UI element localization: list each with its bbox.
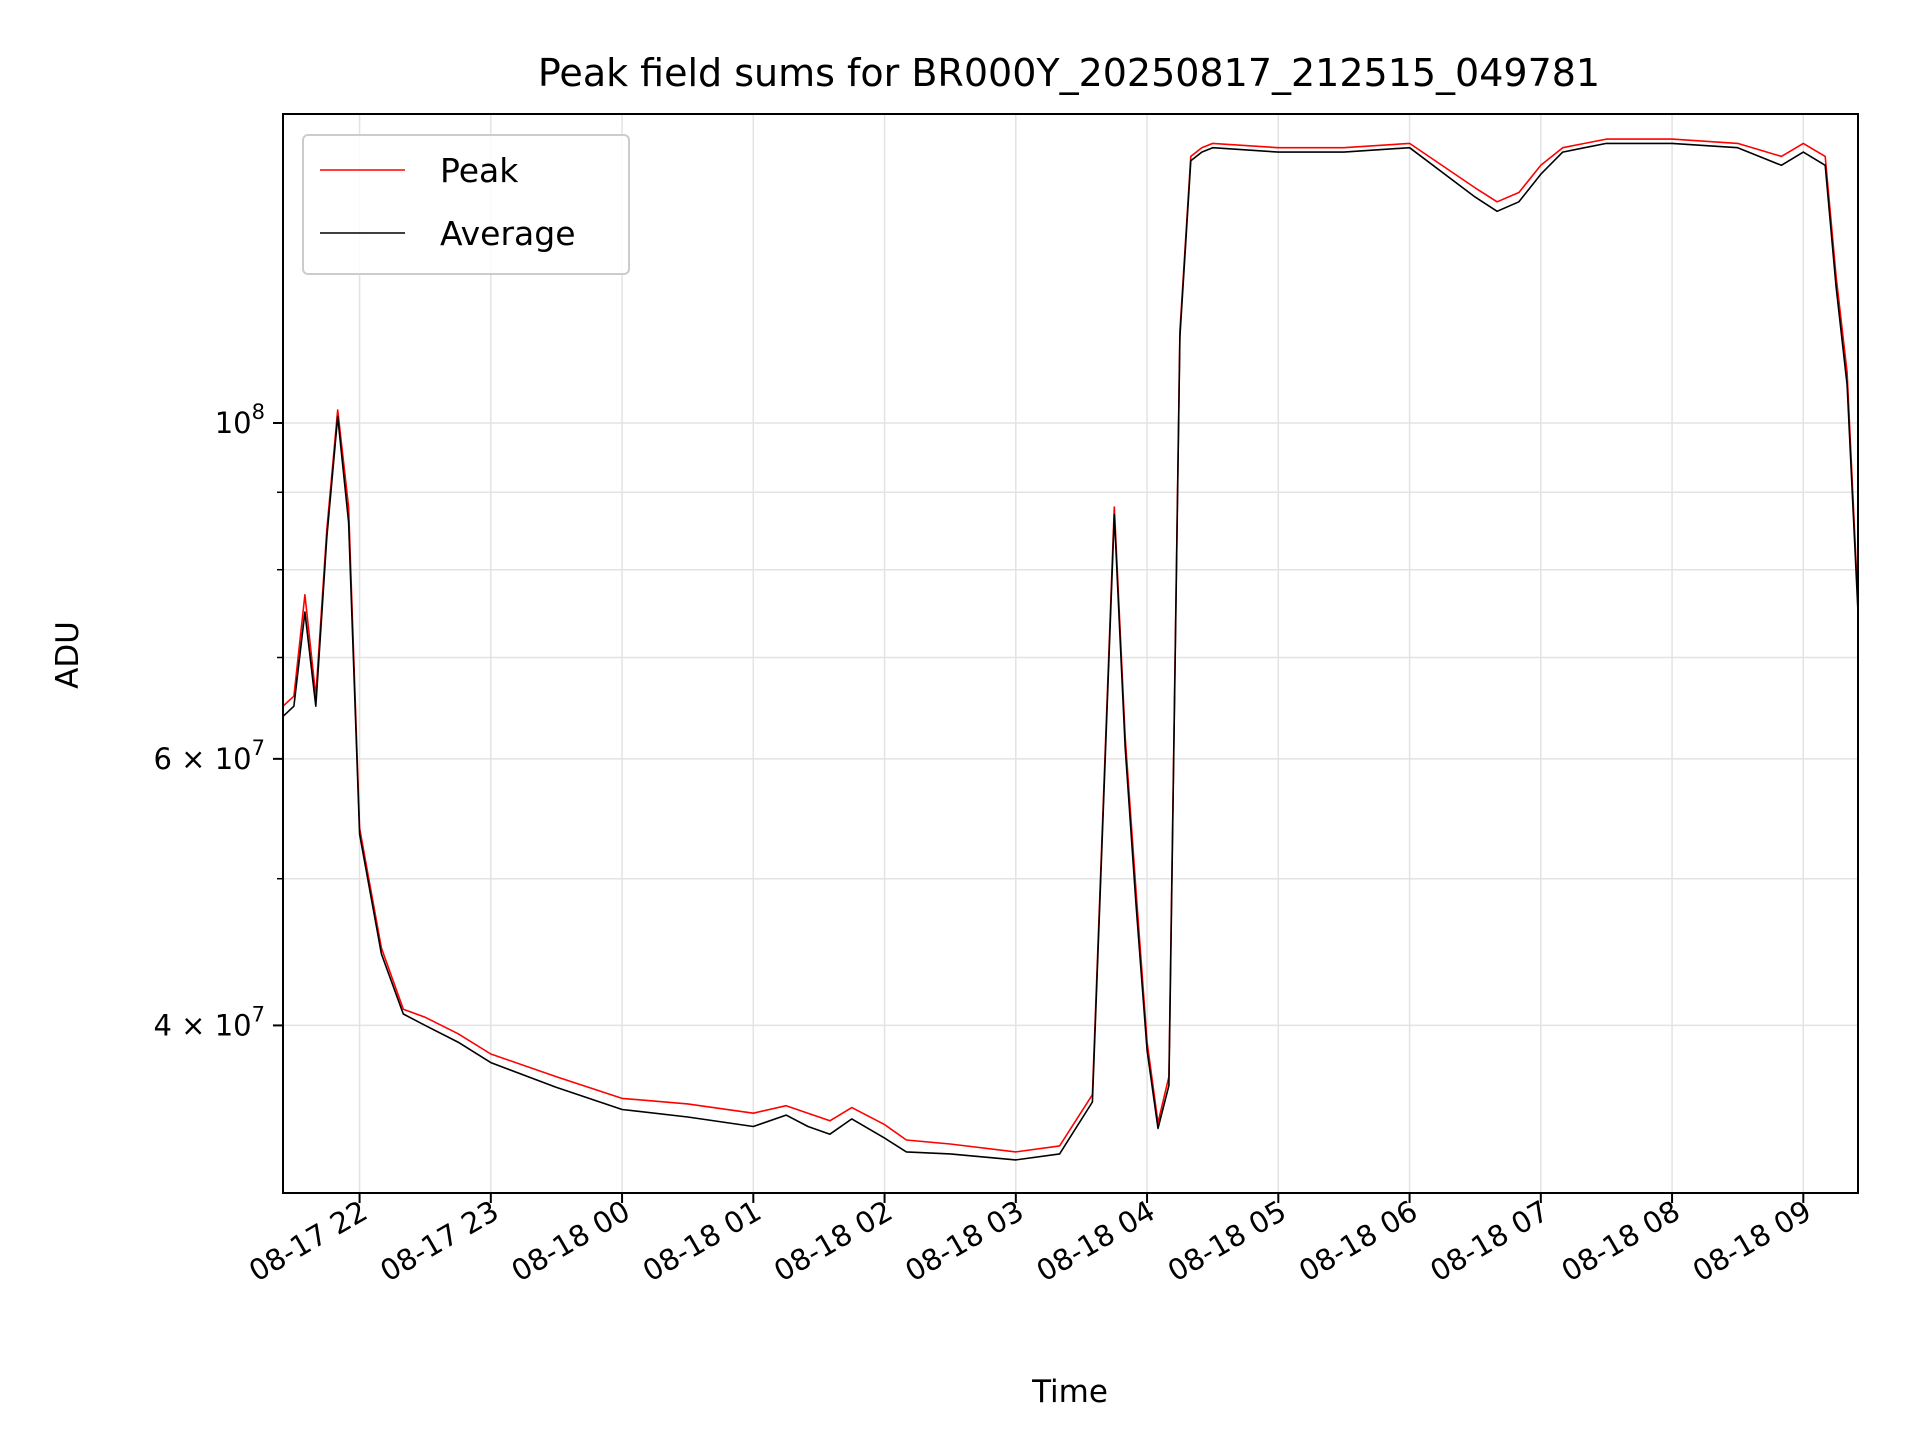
y-tick-label: 6 × 107 <box>154 736 265 776</box>
legend-label-average: Average <box>440 214 576 253</box>
y-tick-label: 108 <box>215 400 265 440</box>
x-axis-title: Time <box>1031 1374 1108 1410</box>
y-tick-base: 10 <box>215 406 252 440</box>
x-tick-label: 08-18 05 <box>1162 1194 1292 1289</box>
series-layer <box>282 138 1859 1161</box>
x-tick-label: 08-18 02 <box>768 1194 898 1289</box>
x-tick-label: 08-18 08 <box>1556 1194 1686 1289</box>
series-line-average <box>282 142 1859 1161</box>
plot-frame <box>282 113 1859 1194</box>
x-tick-label: 08-18 06 <box>1293 1194 1423 1289</box>
legend: Peak Average <box>302 134 630 275</box>
y-tick-times: × <box>172 1008 215 1042</box>
grid <box>283 114 1858 1193</box>
y-tick-times: × <box>172 742 215 776</box>
y-axis-title: ADU <box>50 621 86 689</box>
x-tick-label: 08-18 04 <box>1031 1194 1161 1289</box>
x-tick-label: 08-18 01 <box>637 1194 767 1289</box>
x-tick-label: 08-18 07 <box>1424 1194 1554 1289</box>
y-tick-base: 10 <box>215 1008 252 1042</box>
y-tick-base: 10 <box>215 742 252 776</box>
series-line-peak <box>282 138 1859 1153</box>
x-tick-label: 08-17 23 <box>374 1194 504 1289</box>
x-tick-label: 08-17 22 <box>243 1194 373 1289</box>
y-tick-exponent: 7 <box>252 1002 265 1026</box>
y-tick-exponent: 7 <box>252 736 265 760</box>
y-tick-mantissa: 4 <box>154 1008 172 1042</box>
x-tick-label: 08-18 03 <box>899 1194 1029 1289</box>
y-tick-mantissa: 6 <box>154 742 172 776</box>
y-tick-label: 4 × 107 <box>154 1002 265 1042</box>
legend-label-peak: Peak <box>440 151 519 190</box>
x-tick-label: 08-18 09 <box>1687 1194 1817 1289</box>
y-tick-exponent: 8 <box>252 400 265 424</box>
x-tick-label: 08-18 00 <box>506 1194 636 1289</box>
axes: 08-17 22 08-17 23 08-18 00 08-18 01 08-18 02… <box>154 400 1817 1288</box>
chart-title: Peak field sums for BR000Y_20250817_2125… <box>538 51 1600 95</box>
